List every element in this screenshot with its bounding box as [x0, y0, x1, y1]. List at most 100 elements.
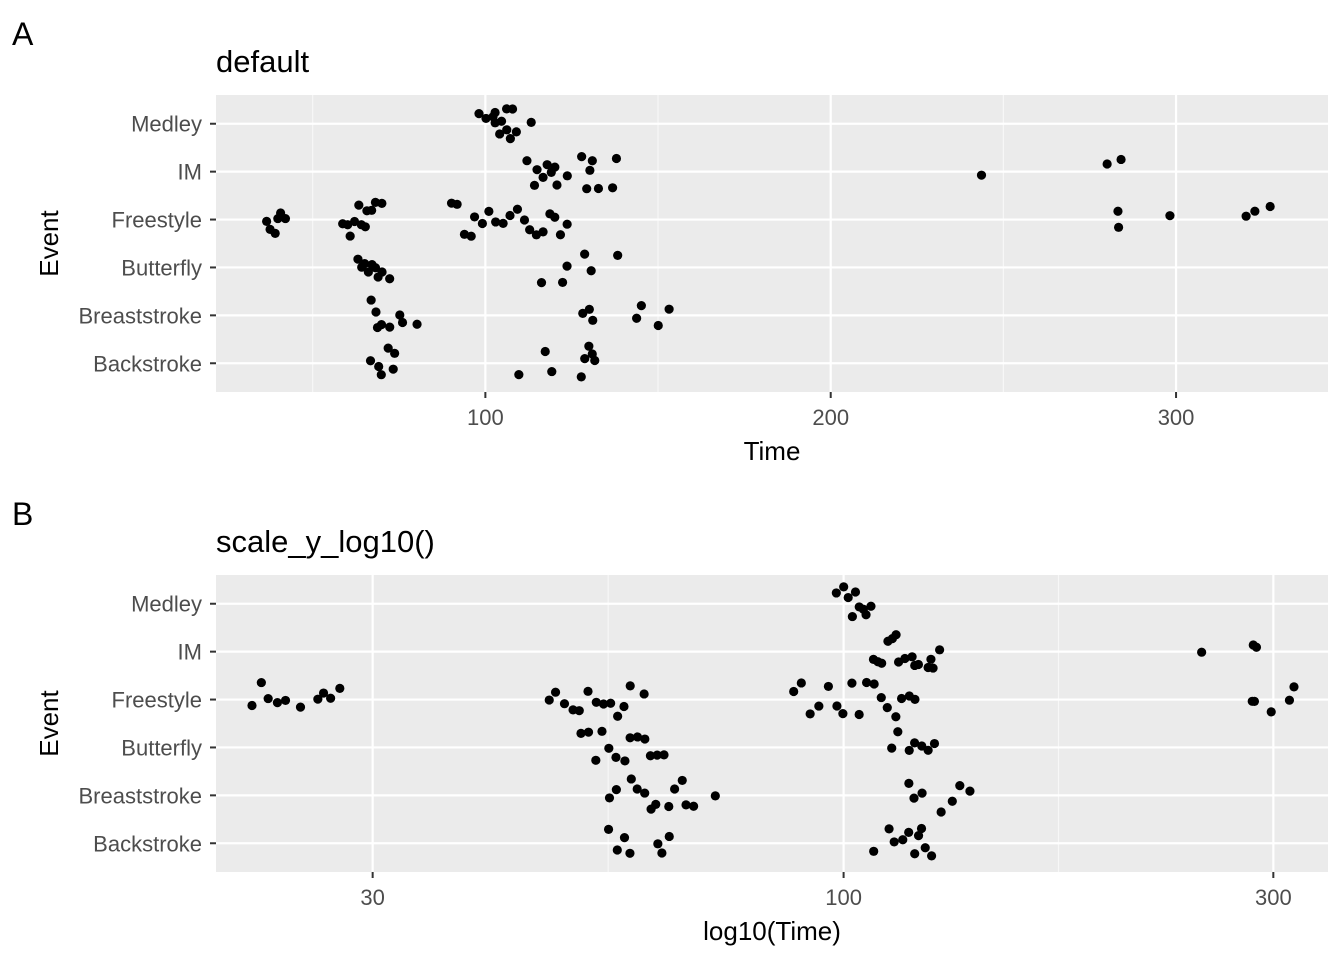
panel-b-point-freestyle [272, 697, 283, 708]
panel-a-point-im [582, 184, 592, 194]
panel-a-point-butterfly [370, 263, 381, 273]
panel-b-point-freestyle [847, 678, 857, 688]
panel-b-point-breaststroke [677, 775, 687, 786]
panel-a-point-medley [526, 117, 536, 127]
panel-b-point-backstroke [612, 845, 622, 855]
panel-b-point-backstroke [603, 824, 614, 834]
panel-a-point-freestyle [1241, 211, 1251, 221]
panel-a-point-im [593, 183, 604, 194]
panel-b-point-im [926, 654, 936, 664]
panel-a-point-breaststroke [584, 304, 594, 314]
panel-b-point-butterfly [620, 756, 630, 766]
panel-a-point-im [1102, 159, 1112, 169]
panel-b-point-backstroke [653, 839, 663, 849]
panel-b-point-freestyle [832, 701, 842, 711]
panel-a-point-butterfly [557, 277, 568, 288]
panel-a-point-freestyle [377, 198, 387, 208]
panel-b-point-freestyle [876, 692, 886, 703]
panel-b-point-freestyle [583, 686, 593, 696]
panel-a-point-breaststroke [578, 308, 588, 318]
panel-b-ytick-label-butterfly: Butterfly [121, 735, 202, 760]
panel-a-ytick-label-freestyle: Freestyle [112, 208, 202, 233]
panel-a-point-backstroke [547, 366, 557, 377]
panel-a-point-freestyle [484, 206, 494, 216]
panel-a-chart: Backstroke Breaststroke Butterfly Freestyle… [34, 95, 1328, 466]
panel-a-point-im [562, 171, 572, 181]
panel-a-point-freestyle [343, 220, 353, 230]
panel-b-point-medley [843, 592, 853, 603]
panel-b-point-freestyle [559, 699, 570, 709]
panel-b-point-freestyle [891, 712, 901, 722]
panel-b-point-butterfly [625, 733, 635, 743]
panel-a-point-medley [490, 107, 500, 118]
panel-a-point-backstroke [374, 361, 384, 372]
panel-b-point-im [1251, 642, 1262, 652]
panel-a-ytick-label-im: IM [178, 160, 202, 185]
panel-a-point-freestyle [555, 230, 566, 240]
panel-a-point-im [542, 160, 552, 170]
panel-b-point-freestyle [838, 709, 848, 719]
panel-b-point-breaststroke [689, 801, 699, 811]
panel-b-point-freestyle [625, 681, 635, 691]
panel-b-x-axis-title: log10(Time) [703, 916, 841, 946]
panel-b-xtick-label-100: 100 [825, 885, 862, 910]
panel-a-point-backstroke [590, 355, 600, 366]
panel-b-point-freestyle [1247, 696, 1257, 706]
panel-b-point-butterfly [652, 750, 662, 760]
panel-a-title: default [216, 44, 310, 79]
panel-a-point-butterfly [586, 266, 596, 276]
panel-b-point-freestyle [1284, 695, 1295, 705]
panel-a-point-freestyle [354, 200, 364, 210]
panel-b-point-freestyle [335, 683, 345, 693]
panel-a-point-backstroke [383, 343, 393, 353]
panel-b-point-medley [861, 610, 871, 620]
panel-b-point-breaststroke [611, 785, 621, 795]
panel-b-xtick-label-30: 30 [360, 885, 384, 910]
panel-b-point-butterfly [929, 738, 940, 749]
panel-a-point-freestyle [538, 227, 548, 237]
panel-b-point-freestyle [869, 679, 879, 689]
panel-b-ytick-label-im: IM [178, 640, 202, 665]
panel-b-point-im [877, 658, 887, 668]
panel-a-point-backstroke [576, 372, 586, 382]
panel-b-point-butterfly [604, 743, 614, 753]
panel-b-point-freestyle [598, 699, 609, 709]
panel-b-title: scale_y_log10() [216, 524, 435, 559]
panel-a-point-im [1116, 154, 1126, 165]
panel-b-ytick-label-freestyle: Freestyle [112, 688, 202, 713]
panel-a-point-freestyle [367, 205, 377, 215]
panel-b-point-butterfly [611, 752, 621, 762]
panel-b-ytick-label-medley: Medley [131, 592, 202, 617]
panel-b-point-freestyle [574, 706, 584, 716]
panel-b-point-im [913, 659, 924, 670]
panel-a-point-butterfly [363, 267, 373, 277]
panel-a-point-freestyle [452, 199, 462, 209]
panel-a-point-breaststroke [636, 301, 646, 311]
panel-b-point-breaststroke [651, 799, 661, 809]
panel-a-point-im [585, 165, 595, 175]
panel-b-point-breaststroke [710, 791, 720, 801]
panel-b-point-medley [847, 611, 857, 622]
panel-b-point-freestyle [544, 695, 554, 705]
panel-b-point-backstroke [657, 848, 667, 858]
panel-b-chart: Backstroke Breaststroke Butterfly Freestyle… [34, 575, 1328, 946]
panel-a-point-breaststroke [632, 313, 642, 323]
panel-b-point-backstroke [889, 837, 899, 847]
panel-a-point-backstroke [390, 348, 400, 358]
panel-b-point-butterfly [597, 726, 607, 736]
panel-b-point-butterfly [904, 745, 914, 756]
panel-b-point-freestyle [295, 702, 306, 712]
panel-a-point-breaststroke [664, 304, 674, 314]
panel-b-point-breaststroke [664, 801, 674, 812]
panel-a-ytick-label-backstroke: Backstroke [93, 351, 202, 376]
panel-b-point-freestyle [280, 695, 291, 706]
panel-b-point-backstroke [910, 849, 920, 859]
panel-b-point-freestyle [854, 709, 864, 720]
panel-a-point-butterfly [353, 254, 363, 264]
panel-b-point-backstroke [898, 835, 908, 845]
panel-a-point-im [587, 156, 597, 166]
panel-a-point-im [522, 156, 532, 166]
panel-b-point-freestyle [313, 694, 323, 704]
panel-b-point-butterfly [576, 728, 586, 738]
